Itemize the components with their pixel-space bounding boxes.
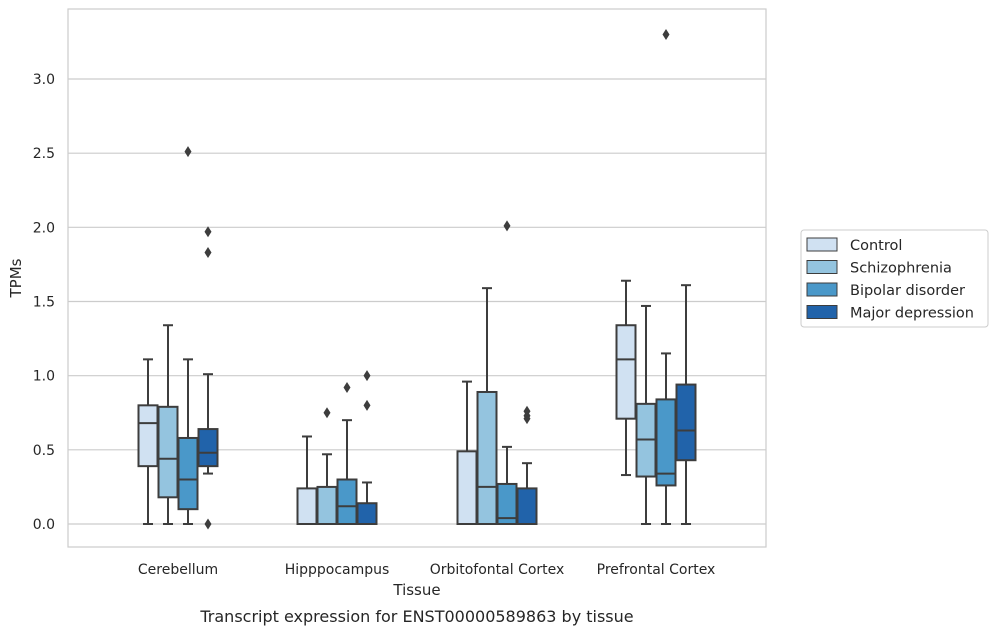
- box-iqr: [615, 324, 637, 420]
- box-iqr: [336, 478, 358, 525]
- y-tick-label: 0.5: [33, 443, 55, 459]
- y-axis-label: TPMs: [7, 258, 25, 298]
- legend-swatch: [806, 237, 838, 252]
- box: [177, 146, 199, 525]
- box: [197, 226, 219, 530]
- box-iqr: [356, 502, 378, 526]
- box: [296, 435, 318, 525]
- outlier-point: [184, 146, 192, 158]
- legend-frame: [800, 229, 989, 328]
- box: [137, 358, 159, 525]
- legend-label: Major depression: [850, 306, 974, 322]
- x-axis-label: Tissue: [392, 581, 440, 599]
- outlier-point: [503, 220, 511, 232]
- series-bipolar-disorder: [177, 29, 677, 526]
- outlier-point: [343, 382, 351, 394]
- box: [615, 279, 637, 477]
- legend-label: Bipolar disorder: [850, 283, 965, 299]
- box-plot-series: [137, 29, 697, 530]
- series-schizophrenia: [157, 287, 657, 525]
- y-tick-label: 3.0: [33, 72, 55, 88]
- outlier-point: [363, 370, 371, 382]
- box: [336, 382, 358, 525]
- y-axis-ticks: 0.0 0.5 1.0 1.5 2.0 2.5 3.0: [33, 72, 55, 533]
- legend-swatch: [806, 305, 838, 319]
- x-tick-label: Hipppocampus: [285, 562, 390, 578]
- plot-area-frame: [67, 8, 767, 548]
- outlier-point: [662, 29, 670, 40]
- y-tick-label: 1.0: [33, 369, 55, 385]
- legend-swatch: [806, 282, 838, 297]
- box-iqr: [137, 404, 159, 468]
- box-iqr: [516, 487, 538, 525]
- box-iqr: [157, 405, 179, 499]
- box: [476, 287, 498, 525]
- box: [356, 370, 378, 526]
- box-iqr: [197, 428, 219, 468]
- box-iqr: [675, 383, 697, 462]
- y-tick-label: 2.5: [33, 146, 55, 162]
- legend-swatch: [806, 260, 838, 274]
- legend-label: Control: [850, 238, 902, 254]
- x-axis-ticks: Cerebellum Hipppocampus Orbitofontal Corte…: [138, 562, 715, 578]
- outlier-point: [204, 518, 212, 530]
- x-tick-label: Orbitofontal Cortex: [430, 562, 565, 578]
- outlier-point: [523, 405, 531, 417]
- outlier-point: [363, 399, 371, 411]
- box: [456, 380, 478, 526]
- x-tick-label: Prefrontal Cortex: [597, 562, 716, 578]
- outlier-point: [204, 247, 212, 259]
- outlier-point: [323, 407, 331, 419]
- box-iqr: [476, 390, 498, 525]
- box-iqr: [296, 487, 318, 525]
- chart-title: Transcript expression for ENST0000058986…: [199, 607, 633, 626]
- outlier-point: [204, 226, 212, 238]
- box: [516, 405, 538, 525]
- box: [316, 407, 338, 525]
- box: [675, 284, 697, 525]
- y-tick-label: 2.0: [33, 220, 55, 236]
- box-iqr: [456, 450, 478, 526]
- box-iqr: [177, 436, 199, 511]
- legend: Control Schizophrenia Bipolar disorder Majo…: [800, 229, 989, 328]
- series-major-depression: [197, 226, 697, 530]
- y-tick-label: 1.5: [33, 295, 55, 311]
- box: [635, 304, 657, 525]
- y-tick-label: 0.0: [33, 517, 55, 533]
- box: [157, 324, 179, 525]
- box-iqr: [655, 398, 677, 487]
- legend-label: Schizophrenia: [850, 261, 952, 277]
- box: [655, 29, 677, 525]
- series-control: [137, 279, 637, 526]
- box-iqr: [316, 485, 338, 525]
- x-tick-label: Cerebellum: [138, 562, 218, 578]
- box: [496, 220, 518, 526]
